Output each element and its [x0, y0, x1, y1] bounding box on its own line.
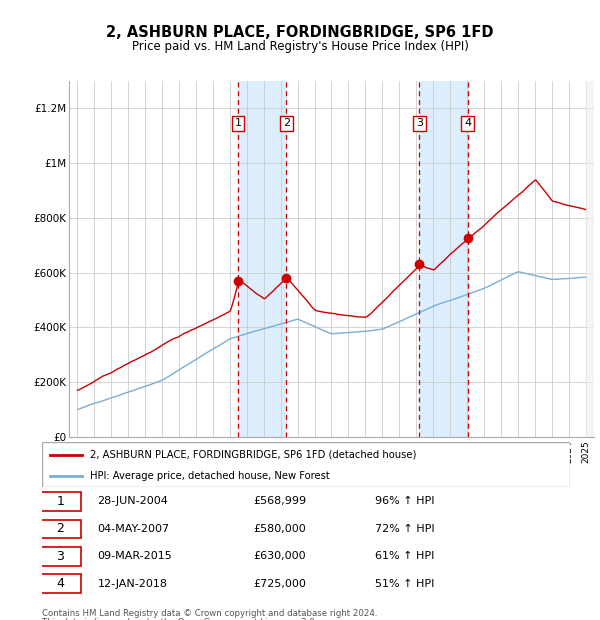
FancyBboxPatch shape	[41, 574, 80, 593]
Text: 72% ↑ HPI: 72% ↑ HPI	[374, 524, 434, 534]
Text: 09-MAR-2015: 09-MAR-2015	[97, 551, 172, 561]
Text: 61% ↑ HPI: 61% ↑ HPI	[374, 551, 434, 561]
Text: 2: 2	[283, 118, 290, 128]
Text: Contains HM Land Registry data © Crown copyright and database right 2024.: Contains HM Land Registry data © Crown c…	[42, 609, 377, 619]
Bar	[586, 81, 596, 437]
FancyBboxPatch shape	[41, 520, 80, 538]
Text: £725,000: £725,000	[253, 578, 306, 588]
Text: 3: 3	[56, 550, 64, 563]
FancyBboxPatch shape	[41, 547, 80, 565]
Text: 4: 4	[464, 118, 471, 128]
Text: £630,000: £630,000	[253, 551, 306, 561]
Text: 2, ASHBURN PLACE, FORDINGBRIDGE, SP6 1FD: 2, ASHBURN PLACE, FORDINGBRIDGE, SP6 1FD	[106, 25, 494, 40]
Text: 3: 3	[416, 118, 423, 128]
FancyBboxPatch shape	[41, 492, 80, 511]
Text: HPI: Average price, detached house, New Forest: HPI: Average price, detached house, New …	[89, 471, 329, 480]
Text: £580,000: £580,000	[253, 524, 306, 534]
Text: 1: 1	[235, 118, 242, 128]
Bar	[419, 81, 467, 437]
Text: 2, ASHBURN PLACE, FORDINGBRIDGE, SP6 1FD (detached house): 2, ASHBURN PLACE, FORDINGBRIDGE, SP6 1FD…	[89, 450, 416, 459]
Text: 12-JAN-2018: 12-JAN-2018	[97, 578, 167, 588]
Text: Price paid vs. HM Land Registry's House Price Index (HPI): Price paid vs. HM Land Registry's House …	[131, 40, 469, 53]
Text: 96% ↑ HPI: 96% ↑ HPI	[374, 497, 434, 507]
Text: 4: 4	[56, 577, 64, 590]
Text: 04-MAY-2007: 04-MAY-2007	[97, 524, 170, 534]
Text: £568,999: £568,999	[253, 497, 307, 507]
Bar	[238, 81, 286, 437]
Text: 2: 2	[56, 522, 64, 535]
Text: 1: 1	[56, 495, 64, 508]
Text: 51% ↑ HPI: 51% ↑ HPI	[374, 578, 434, 588]
Text: This data is licensed under the Open Government Licence v3.0.: This data is licensed under the Open Gov…	[42, 618, 317, 620]
Text: 28-JUN-2004: 28-JUN-2004	[97, 497, 169, 507]
